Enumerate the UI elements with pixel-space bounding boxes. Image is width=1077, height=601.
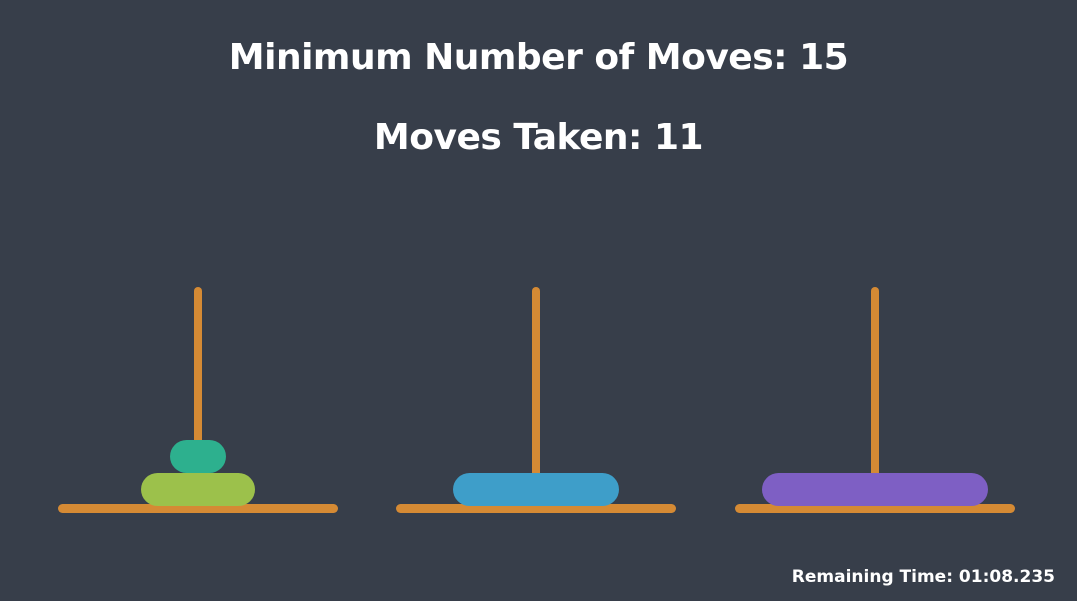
peg-1-base (58, 504, 338, 513)
peg-1-rod (194, 287, 202, 507)
peg-3-base (735, 504, 1015, 513)
peg-3[interactable] (735, 287, 1015, 513)
peg-1[interactable] (58, 287, 338, 513)
peg-2-rod (532, 287, 540, 507)
disk-1[interactable] (170, 440, 226, 473)
peg-2-base (396, 504, 676, 513)
moves-taken-label: Moves Taken: 11 (373, 117, 704, 158)
disk-4[interactable] (762, 473, 988, 506)
minimum-moves-label: Minimum Number of Moves: 15 (228, 37, 849, 78)
peg-2[interactable] (396, 287, 676, 513)
remaining-time: Remaining Time: 01:08.235 (791, 567, 1055, 587)
disk-3[interactable] (453, 473, 619, 506)
peg-3-rod (871, 287, 879, 507)
disk-2[interactable] (141, 473, 255, 506)
